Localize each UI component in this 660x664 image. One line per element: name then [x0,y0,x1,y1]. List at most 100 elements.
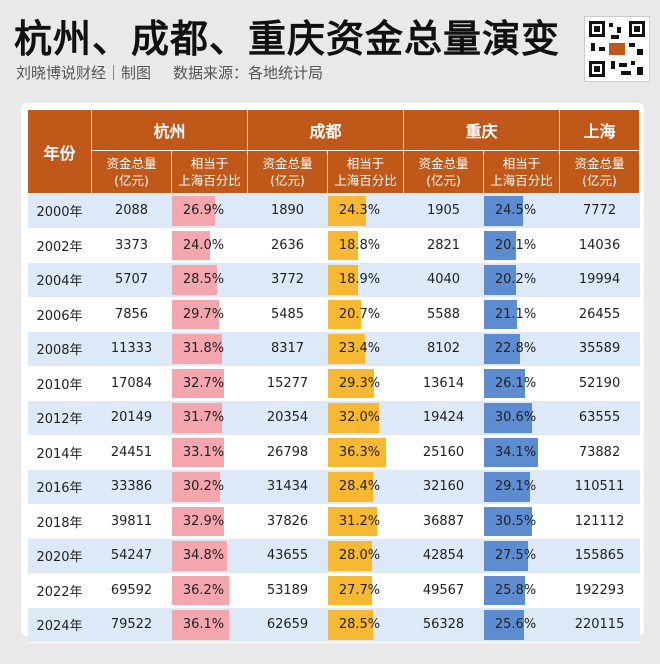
data-source: 数据来源：各地统计局 [173,64,324,82]
hangzhou-pct-bar [171,230,210,260]
subheader-value: 资金总量 (亿元) [91,150,172,194]
hangzhou-pct: 24.0% [171,228,248,263]
chengdu-value: 8317 [247,331,328,367]
chongqing-pct: 25.8% [483,573,560,608]
hangzhou-value: 24451 [91,435,172,470]
hangzhou-pct: 31.8% [171,331,248,367]
chongqing-pct-bar [483,368,526,398]
table-row: 2000年 2088 26.9% 1890 24.3% 1905 24.5% 7772 [27,193,640,229]
table-row: 2006年 7856 29.7% 5485 20.7% 5588 21.1% 26455 [27,297,640,332]
table-row: 2018年 39811 32.9% 37826 31.2% 36887 30.5% 12111… [27,504,640,539]
subheader-pct: 相当于 上海百分比 [327,150,405,194]
chongqing-value: 25160 [403,435,484,470]
chengdu-pct: 32.0% [327,400,404,436]
chongqing-value: 2821 [403,228,484,263]
chongqing-value: 1905 [403,193,484,229]
chongqing-pct-bar [483,265,516,295]
hangzhou-pct: 26.9% [171,193,248,229]
chongqing-value: 19424 [403,400,484,436]
chongqing-pct: 25.6% [483,607,560,643]
chongqing-value: 36887 [403,504,484,539]
hangzhou-pct-label: 26.9% [182,203,225,219]
subheader-value: 资金总量 (亿元) [559,150,641,194]
header-city: 成都 [247,109,405,151]
chongqing-pct-bar [483,299,518,329]
chongqing-value: 56328 [403,607,484,643]
shanghai-value: 63555 [559,400,640,436]
chongqing-pct-label: 20.1% [494,237,537,253]
chongqing-pct-bar [483,230,516,260]
chengdu-pct-bar [327,265,358,295]
hangzhou-value: 7856 [91,297,172,332]
hangzhou-pct-label: 31.7% [182,410,225,426]
hangzhou-pct: 28.5% [171,262,248,298]
table-row: 2008年 11333 31.8% 8317 23.4% 8102 22.8% 35589 [27,331,640,367]
shanghai-value: 19994 [559,262,640,298]
hangzhou-pct-label: 32.7% [182,375,225,391]
chongqing-pct: 22.8% [483,331,560,367]
shanghai-value: 52190 [559,366,640,401]
chengdu-value: 37826 [247,504,328,539]
table-row: 2022年 69592 36.2% 53189 27.7% 49567 25.8% 19229… [27,573,640,608]
chongqing-value: 32160 [403,469,484,505]
year-cell: 2008年 [27,331,92,367]
chengdu-value: 3772 [247,262,328,298]
chengdu-pct-bar [327,230,358,260]
chongqing-pct: 27.5% [483,538,560,574]
chongqing-pct-label: 22.8% [494,341,537,357]
page-title: 杭州、成都、重庆资金总量演变 [14,17,561,61]
hangzhou-pct-label: 36.1% [182,617,225,633]
chengdu-pct-label: 28.0% [338,548,381,564]
hangzhou-value: 79522 [91,607,172,643]
hangzhou-pct: 29.7% [171,297,248,332]
shanghai-value: 35589 [559,331,640,367]
shanghai-value: 110511 [559,469,640,505]
hangzhou-pct-bar [171,575,230,605]
year-cell: 2020年 [27,538,92,574]
subtitle: 刘晓博说财经｜制图 数据来源：各地统计局 [16,62,323,83]
header-year: 年份 [27,109,92,194]
chengdu-pct: 18.9% [327,262,404,298]
hangzhou-pct-bar [171,610,230,640]
chengdu-pct: 28.5% [327,607,404,643]
chengdu-pct: 24.3% [327,193,404,229]
chengdu-pct-label: 32.0% [338,410,381,426]
chongqing-pct: 26.1% [483,366,560,401]
hangzhou-pct-label: 33.1% [182,444,225,460]
chongqing-pct-label: 21.1% [494,306,537,322]
year-cell: 2010年 [27,366,92,401]
chengdu-pct-label: 18.9% [338,272,381,288]
chongqing-pct-bar [483,334,520,364]
table-row: 2002年 3373 24.0% 2636 18.8% 2821 20.1% 14036 [27,228,640,263]
chengdu-pct-bar [327,437,386,467]
shanghai-value: 73882 [559,435,640,470]
chengdu-pct-label: 24.3% [338,203,381,219]
chengdu-value: 20354 [247,400,328,436]
header-city: 上海 [559,109,641,151]
chongqing-value: 49567 [403,573,484,608]
chengdu-pct: 28.4% [327,469,404,505]
chongqing-pct: 34.1% [483,435,560,470]
chongqing-pct-label: 25.6% [494,617,537,633]
shanghai-value: 155865 [559,538,640,574]
subheader-pct: 相当于 上海百分比 [483,150,561,194]
chengdu-pct-label: 31.2% [338,513,381,529]
chongqing-pct-bar [483,196,523,226]
qr-code-icon [584,16,650,82]
hangzhou-pct-bar [171,368,224,398]
shanghai-value: 192293 [559,573,640,608]
chengdu-pct: 36.3% [327,435,404,470]
chengdu-pct: 18.8% [327,228,404,263]
shanghai-value: 26455 [559,297,640,332]
chengdu-pct: 27.7% [327,573,404,608]
chongqing-pct-bar [483,472,531,502]
hangzhou-pct-bar [171,334,223,364]
chongqing-pct-label: 20.2% [494,272,537,288]
hangzhou-pct-bar [171,506,225,536]
chengdu-pct-bar [327,610,374,640]
chengdu-pct-bar [327,196,367,226]
chengdu-pct-label: 28.4% [338,479,381,495]
hangzhou-pct-bar [171,403,223,433]
year-cell: 2024年 [27,607,92,643]
chongqing-value: 5588 [403,297,484,332]
